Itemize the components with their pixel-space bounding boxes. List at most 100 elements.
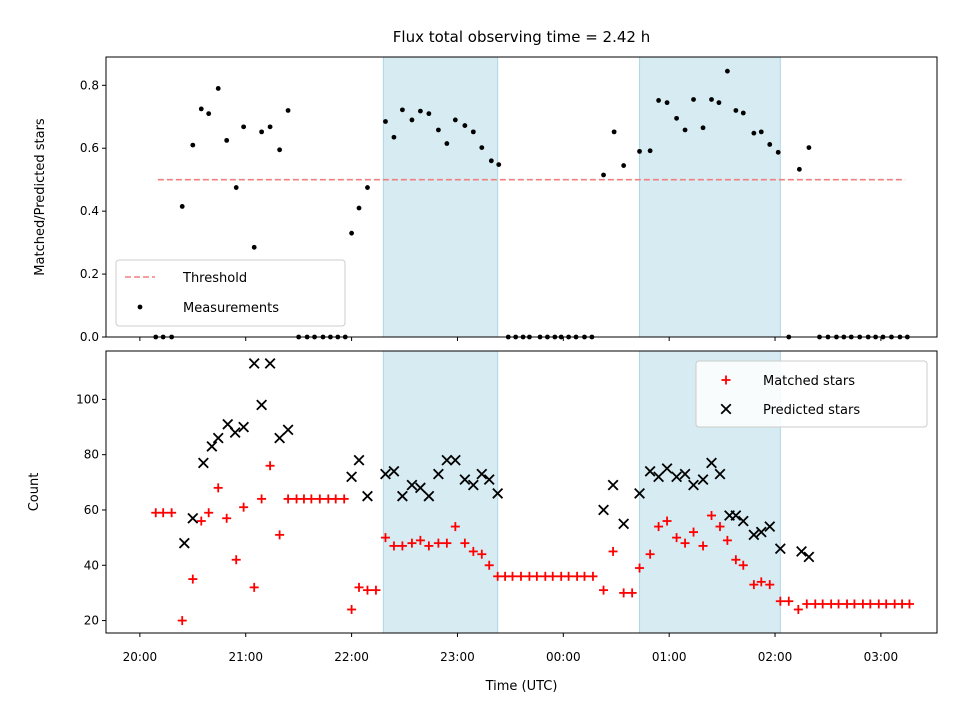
- matched-star-point: [645, 549, 655, 559]
- matched-star-point: [516, 571, 526, 581]
- measurement-point: [758, 129, 764, 135]
- matched-star-point: [627, 588, 637, 598]
- predicted-star-point: [274, 432, 286, 444]
- measurement-point: [190, 142, 196, 148]
- matched-star-point: [433, 538, 443, 548]
- top-shaded-region-2: [639, 56, 781, 338]
- bottom-y-tick-label: 60: [84, 503, 99, 517]
- x-tick-label: 01:00: [652, 650, 687, 664]
- measurement-point: [444, 141, 450, 146]
- matched-star-point: [707, 511, 717, 520]
- matched-star-point: [460, 538, 470, 548]
- measurement-point: [637, 148, 642, 154]
- matched-star-point: [608, 546, 618, 556]
- matched-star-point: [354, 582, 364, 592]
- predicted-star-point: [423, 490, 435, 502]
- predicted-star-point: [796, 546, 807, 557]
- measurement-point: [796, 166, 802, 172]
- matched-star-point: [450, 522, 460, 532]
- matched-star-point: [158, 508, 168, 518]
- matched-star-point: [167, 508, 177, 518]
- predicted-star-point: [388, 465, 400, 477]
- matched-star-point: [784, 596, 794, 606]
- bottom-y-ticks: 20 40 60 80 100: [76, 392, 106, 628]
- legend-predicted-swatch: [720, 403, 732, 415]
- matched-star-point: [213, 483, 223, 493]
- predicted-star-point: [362, 490, 373, 502]
- bottom-shaded-region-1: [382, 350, 499, 634]
- measurement-point: [709, 97, 714, 102]
- matched-star-point: [619, 588, 629, 598]
- measurement-point: [621, 163, 627, 168]
- matched-star-point: [672, 533, 682, 543]
- predicted-star-point: [264, 358, 276, 369]
- matched-star-point: [415, 535, 425, 545]
- matched-star-point: [222, 513, 232, 523]
- x-tick-label: 20:00: [123, 650, 158, 664]
- matched-star-point: [775, 596, 785, 606]
- measurement-point: [462, 123, 468, 128]
- measurement-point: [767, 142, 773, 147]
- predicted-star-point: [459, 474, 471, 485]
- matched-star-point: [731, 555, 741, 565]
- matched-star-point: [881, 599, 891, 609]
- x-axis-label: Time (UTC): [485, 679, 558, 694]
- matched-star-point: [599, 585, 609, 595]
- matched-star-point: [635, 563, 645, 573]
- predicted-star-point: [598, 504, 609, 516]
- measurement-point: [470, 129, 476, 135]
- measurement-point: [733, 108, 739, 113]
- matched-star-point: [749, 580, 759, 590]
- matched-star-point: [698, 541, 708, 551]
- matched-star-point: [756, 577, 766, 587]
- top-panel: 0.0 0.2 0.4 0.6 0.8 Flux total observing tim…: [33, 28, 938, 344]
- predicted-star-point: [661, 463, 673, 474]
- predicted-star-point: [755, 526, 767, 538]
- predicted-star-point: [492, 487, 504, 499]
- bottom-y-tick-label: 20: [84, 614, 99, 628]
- measurement-point: [479, 145, 485, 151]
- predicted-star-point: [406, 479, 418, 491]
- bottom-legend-box: [695, 360, 928, 428]
- matched-star-point: [722, 535, 732, 545]
- predicted-star-point: [229, 427, 241, 438]
- matched-star-point: [347, 605, 357, 614]
- top-legend: Threshold Measurements: [115, 259, 346, 327]
- top-x-ticks: [139, 337, 882, 341]
- measurement-point: [601, 172, 606, 178]
- measurement-point: [418, 108, 423, 114]
- measurement-point: [215, 86, 221, 91]
- top-y-tick-label: 0.0: [80, 330, 99, 344]
- measurement-point: [179, 204, 185, 209]
- predicted-star-point: [803, 551, 815, 563]
- predicted-star-point: [618, 518, 630, 530]
- measurement-point: [277, 147, 283, 153]
- matched-star-point: [904, 599, 914, 609]
- matched-star-point: [662, 516, 672, 526]
- matched-star-point: [508, 571, 518, 581]
- predicted-star-point: [414, 482, 426, 494]
- legend-predicted-label: Predicted stars: [763, 403, 860, 418]
- matched-star-point: [689, 527, 699, 537]
- predicted-stars-points: [178, 358, 815, 563]
- matched-star-point: [257, 494, 267, 504]
- matched-star-point: [362, 585, 372, 595]
- bottom-axes-frame: [105, 350, 938, 634]
- matched-star-point: [331, 494, 341, 504]
- predicted-star-point: [697, 474, 709, 485]
- top-y-tick-label: 0.2: [80, 267, 99, 281]
- predicted-star-point: [688, 479, 699, 491]
- bottom-legend: Matched stars Predicted stars: [695, 360, 928, 428]
- bottom-x-ticks: 20:00 21:00 22:00 23:00 00:00 01:00 02:00 03:00: [123, 633, 898, 664]
- top-y-ticks: 0.0 0.2 0.4 0.6 0.8: [80, 78, 106, 344]
- predicted-star-point: [467, 479, 479, 491]
- predicted-star-point: [282, 424, 294, 436]
- measurement-point: [496, 162, 502, 167]
- predicted-star-point: [449, 454, 461, 466]
- measurement-point: [267, 124, 273, 130]
- bottom-y-tick-label: 40: [84, 558, 99, 572]
- top-y-axis-label: Matched/Predicted stars: [33, 118, 48, 276]
- predicted-star-point: [212, 432, 224, 444]
- matched-star-point: [380, 533, 390, 543]
- measurement-point: [716, 100, 722, 106]
